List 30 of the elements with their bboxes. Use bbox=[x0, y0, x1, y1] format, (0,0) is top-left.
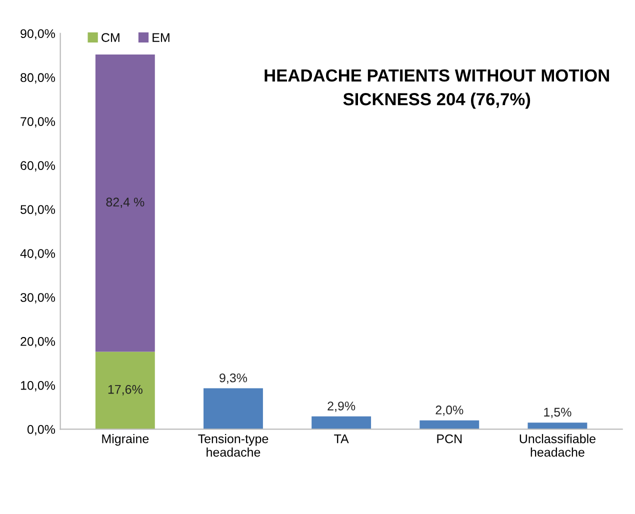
y-tick-label: 20,0% bbox=[20, 337, 56, 348]
data-label: 1,5% bbox=[544, 408, 572, 418]
x-tick-label: TA bbox=[334, 434, 349, 444]
y-tick-label: 90,0% bbox=[20, 29, 56, 40]
x-tick-label: Tension-type headache bbox=[198, 434, 268, 457]
bar bbox=[312, 416, 372, 430]
x-tick-label: Migraine bbox=[102, 434, 149, 446]
y-tick-label: 80,0% bbox=[20, 73, 56, 84]
legend-label: CM bbox=[102, 33, 120, 42]
bar bbox=[204, 388, 263, 430]
x-tick-label: PCN bbox=[437, 434, 462, 444]
y-tick-label: 50,0% bbox=[20, 205, 56, 216]
bar bbox=[95, 54, 155, 352]
annotation: 82,4 % bbox=[106, 198, 144, 208]
bar bbox=[420, 420, 480, 430]
data-label: 9,3% bbox=[220, 373, 248, 384]
data-label: 2,0% bbox=[436, 406, 464, 416]
text: HEADACHE PATIENTS WITHOUT MOTION SICKNESS 204 (76,7%) bbox=[264, 69, 609, 109]
y-tick-label: 10,0% bbox=[20, 381, 56, 392]
y-tick-label: 40,0% bbox=[20, 249, 56, 260]
y-tick-label: 30,0% bbox=[20, 293, 56, 304]
bar bbox=[95, 352, 155, 430]
legend-label: EM bbox=[152, 33, 170, 42]
y-tick-label: 70,0% bbox=[20, 117, 56, 128]
data-label: 17,6% bbox=[108, 384, 142, 396]
y-tick-label: 60,0% bbox=[20, 161, 56, 172]
y-tick-label: 0,0% bbox=[27, 424, 56, 436]
bar bbox=[528, 422, 588, 430]
x-tick-label: Unclassifiable headache bbox=[520, 434, 596, 457]
data-label: 2,9% bbox=[328, 402, 356, 412]
